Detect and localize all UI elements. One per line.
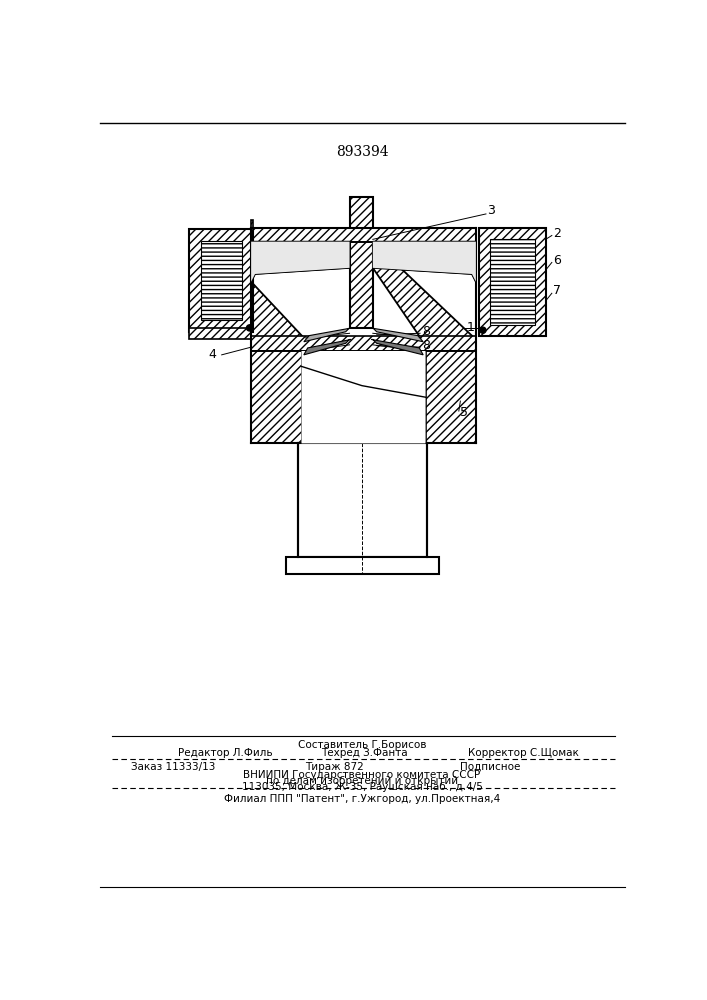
- Text: 113035, Москва, Ж-35, Раушская наб., д.4/5: 113035, Москва, Ж-35, Раушская наб., д.4…: [242, 782, 482, 792]
- Polygon shape: [370, 328, 423, 342]
- Text: Корректор С.Щомак: Корректор С.Щомак: [468, 748, 579, 758]
- Polygon shape: [490, 239, 534, 325]
- Polygon shape: [251, 351, 301, 443]
- Text: 1: 1: [467, 321, 474, 334]
- Polygon shape: [189, 328, 251, 339]
- Polygon shape: [189, 229, 253, 332]
- Text: Заказ 11333/13: Заказ 11333/13: [131, 762, 216, 772]
- Polygon shape: [373, 242, 476, 339]
- Text: 3: 3: [488, 204, 496, 217]
- Circle shape: [480, 327, 486, 333]
- Text: 4: 4: [209, 348, 216, 361]
- Polygon shape: [251, 220, 253, 232]
- Polygon shape: [304, 328, 352, 342]
- Text: Подписное: Подписное: [460, 762, 521, 772]
- Text: Техред З.Фанта: Техред З.Фанта: [321, 748, 407, 758]
- Polygon shape: [301, 366, 426, 443]
- Polygon shape: [251, 228, 476, 242]
- Polygon shape: [251, 242, 349, 339]
- Text: Тираж 872: Тираж 872: [305, 762, 364, 772]
- Text: 5: 5: [460, 406, 468, 419]
- Circle shape: [247, 325, 252, 331]
- Polygon shape: [251, 336, 476, 351]
- Text: 7: 7: [554, 284, 561, 297]
- Polygon shape: [251, 242, 349, 282]
- Polygon shape: [301, 351, 426, 397]
- Polygon shape: [479, 228, 546, 336]
- Polygon shape: [371, 339, 423, 355]
- Text: 893394: 893394: [336, 145, 388, 159]
- Polygon shape: [298, 443, 427, 557]
- Text: 8: 8: [421, 339, 430, 352]
- Text: 2: 2: [554, 227, 561, 240]
- Polygon shape: [286, 557, 438, 574]
- Polygon shape: [426, 351, 476, 443]
- Text: ВНИИПИ Государственного комитета СССР: ВНИИПИ Государственного комитета СССР: [243, 770, 481, 780]
- Polygon shape: [201, 241, 242, 320]
- Polygon shape: [373, 242, 476, 282]
- Text: 8: 8: [421, 325, 430, 338]
- Text: Редактор Л.Филь: Редактор Л.Филь: [177, 748, 272, 758]
- Polygon shape: [304, 339, 351, 355]
- Text: Филиал ППП "Патент", г.Ужгород, ул.Проектная,4: Филиал ППП "Патент", г.Ужгород, ул.Проек…: [224, 794, 500, 804]
- Text: 6: 6: [554, 254, 561, 267]
- Text: по делам изобретений и открытий: по делам изобретений и открытий: [266, 776, 458, 786]
- Polygon shape: [349, 197, 373, 328]
- Text: Составитель Г.Борисов: Составитель Г.Борисов: [298, 740, 426, 750]
